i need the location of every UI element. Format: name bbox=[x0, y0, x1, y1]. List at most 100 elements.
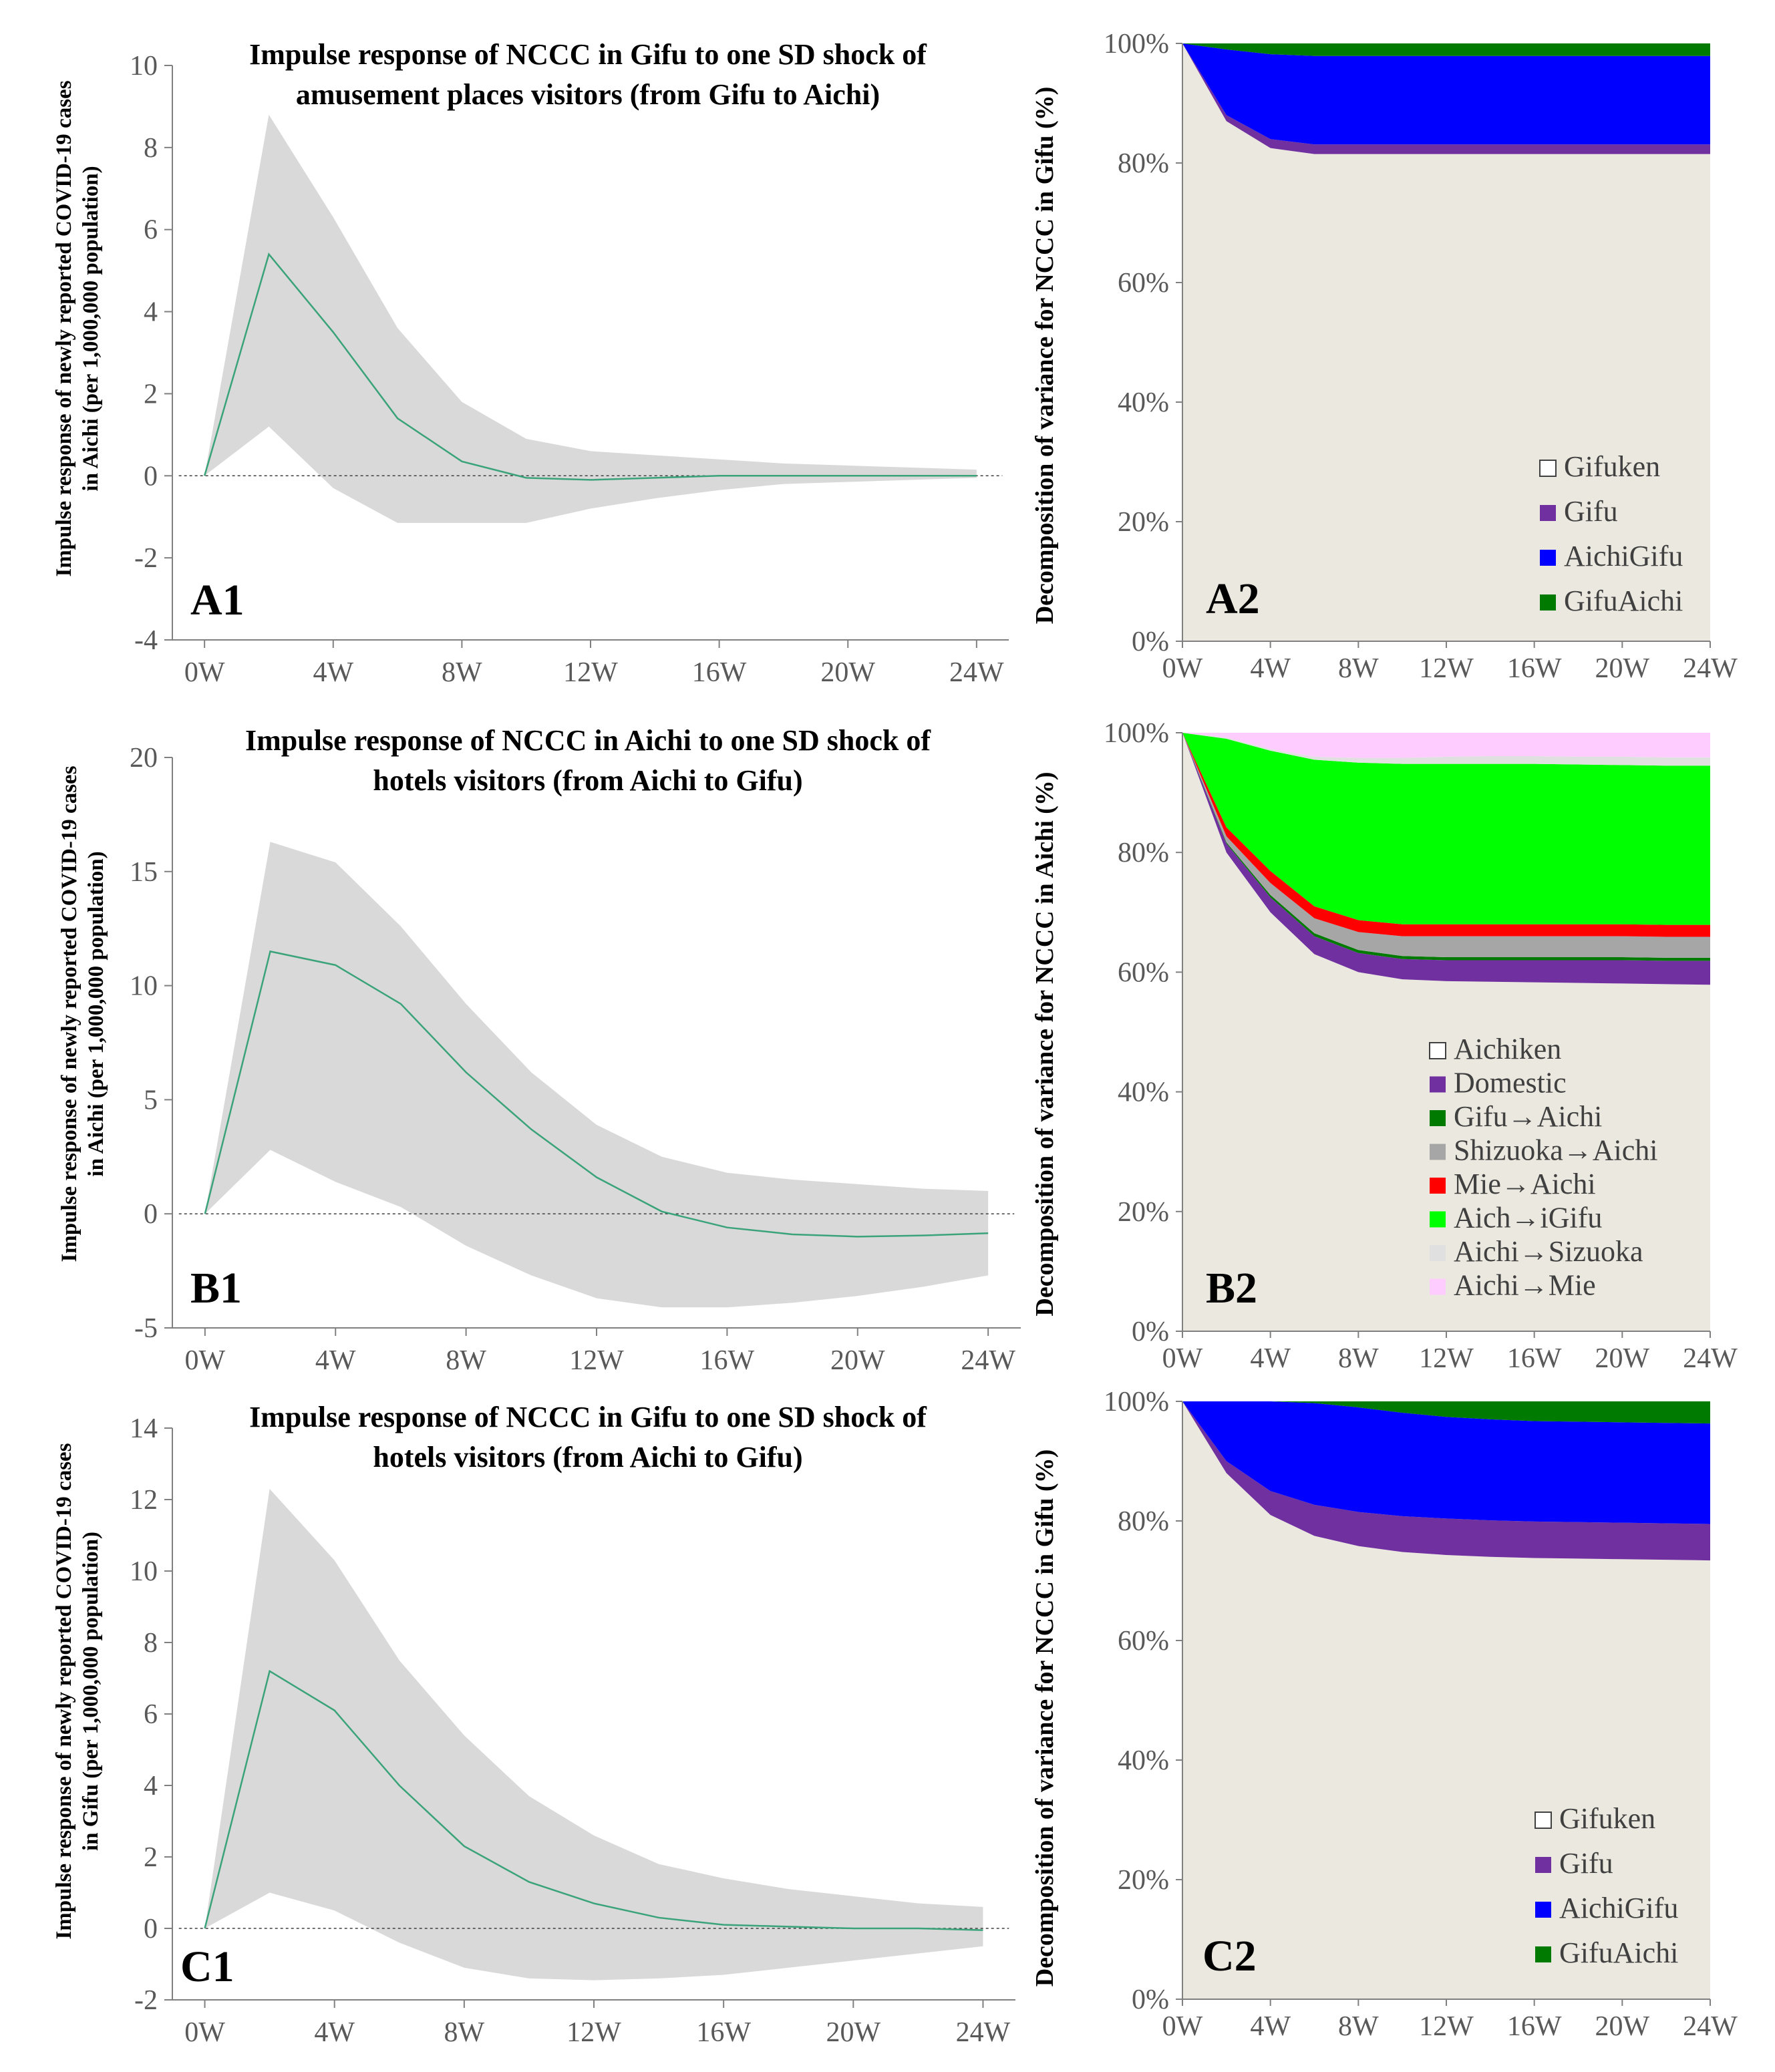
C2-xtick-label: 8W bbox=[1338, 2011, 1379, 2042]
A2-legend-label: Gifu bbox=[1564, 495, 1618, 528]
B2-legend-label: Aichi→Mie bbox=[1454, 1269, 1596, 1302]
B2-xtick-label: 12W bbox=[1419, 1343, 1474, 1374]
C1-xtick-label: 12W bbox=[567, 2017, 621, 2048]
C2-xtick-group: 0W 4W 8W 12W 16W 20W 24W bbox=[1162, 1999, 1738, 2042]
C2-legend-label: GifuAichi bbox=[1559, 1936, 1678, 1969]
A2-xtick-label: 0W bbox=[1162, 653, 1203, 684]
B2-legend-label: Gifu→Aichi bbox=[1454, 1100, 1602, 1133]
A2-ytick-group: 0% 20% 40% 60% 80% 100% bbox=[1104, 29, 1182, 657]
A2-xtick-label: 20W bbox=[1595, 653, 1650, 684]
C1-xtick-group: 0W 4W 8W 12W 16W 20W 24W bbox=[184, 2000, 1011, 2048]
B2-xtick-label: 16W bbox=[1507, 1343, 1562, 1374]
B1-title-line2: hotels visitors (from Aichi to Gifu) bbox=[373, 764, 802, 797]
A1-confidence-band bbox=[204, 114, 977, 523]
B2-legend-label: Domestic bbox=[1454, 1067, 1567, 1099]
B1-xtick-group: 0W 4W 8W 12W 16W 20W 24W bbox=[185, 1328, 1015, 1376]
A2-legend-swatch bbox=[1539, 460, 1557, 477]
panel-A2: Decomposition of variance for NCCC in Gi… bbox=[1031, 29, 1738, 684]
C2-area-AichiGifu bbox=[1182, 1401, 1710, 1524]
A2-xtick-group: 0W 4W 8W 12W 16W 20W 24W bbox=[1162, 641, 1738, 684]
A1-ytick-label: 2 bbox=[144, 379, 158, 409]
A1-panel-label: A1 bbox=[190, 576, 245, 625]
B2-area-Aichi→Sizuoka bbox=[1182, 733, 1710, 766]
A1-ytick-label: 6 bbox=[144, 215, 158, 246]
A2-ylabel: Decomposition of variance for NCCC in Gi… bbox=[1031, 87, 1059, 625]
A1-xtick-label: 4W bbox=[313, 657, 353, 688]
B2-legend-swatch bbox=[1430, 1245, 1446, 1261]
B2-ytick-label: 60% bbox=[1118, 957, 1169, 988]
C2-legend-swatch bbox=[1535, 1946, 1551, 1962]
B2-legend-label: Aichiken bbox=[1454, 1033, 1561, 1065]
C2-xtick-label: 4W bbox=[1250, 2011, 1291, 2042]
B2-area-Aichiken bbox=[1182, 733, 1710, 1331]
A1-ytick-label: 8 bbox=[144, 133, 158, 164]
B2-legend-label: Aich→iGifu bbox=[1454, 1202, 1602, 1234]
B2-ytick-label: 80% bbox=[1118, 838, 1169, 868]
A1-xtick-label: 12W bbox=[563, 657, 618, 688]
A2-ytick-label: 40% bbox=[1118, 387, 1169, 418]
C2-area-Gifuken bbox=[1182, 1401, 1710, 1999]
panel-C2: Decomposition of variance for NCCC in Gi… bbox=[1031, 1387, 1738, 2042]
panel-C1: Impulse response of newly reported COVID… bbox=[52, 1401, 1015, 2048]
B2-legend-label: Aichi→Sizuoka bbox=[1454, 1235, 1643, 1268]
C2-ylabel: Decomposition of variance for NCCC in Gi… bbox=[1031, 1449, 1059, 1987]
A2-ytick-label: 100% bbox=[1104, 29, 1169, 59]
C2-legend-swatch bbox=[1535, 1811, 1552, 1829]
C1-ylabel-line2: in Gifu (per 1,000,000 population) bbox=[79, 1532, 103, 1851]
C2-ytick-label: 40% bbox=[1118, 1745, 1169, 1776]
B2-xtick-label: 4W bbox=[1250, 1343, 1291, 1374]
C1-xtick-label: 16W bbox=[696, 2017, 751, 2048]
A1-ytick-label: -4 bbox=[134, 625, 158, 656]
A2-legend-label: Gifuken bbox=[1564, 450, 1660, 483]
C1-ytick-label: 14 bbox=[130, 1413, 158, 1444]
B2-ytick-group: 0% 20% 40% 60% 80% 100% bbox=[1104, 718, 1182, 1347]
C2-ytick-label: 100% bbox=[1104, 1387, 1169, 1417]
B2-legend-swatch bbox=[1430, 1211, 1446, 1228]
A2-xtick-label: 4W bbox=[1250, 653, 1291, 684]
A2-xtick-label: 8W bbox=[1338, 653, 1379, 684]
C2-xtick-label: 16W bbox=[1507, 2011, 1562, 2042]
C2-ytick-label: 60% bbox=[1118, 1626, 1169, 1657]
B2-xtick-group: 0W 4W 8W 12W 16W 20W 24W bbox=[1162, 1331, 1738, 1374]
A1-ylabel-line1: Impulse response of newly reported COVID… bbox=[52, 80, 76, 576]
C2-legend-swatch bbox=[1535, 1857, 1551, 1873]
A1-response-line bbox=[203, 252, 977, 481]
C1-ytick-label: 6 bbox=[144, 1699, 158, 1730]
C1-confidence-band bbox=[204, 1488, 983, 1980]
B1-ytick-label: -5 bbox=[134, 1313, 158, 1344]
B2-legend-swatch bbox=[1430, 1110, 1446, 1126]
A1-ytick-group: -4 -2 0 2 4 6 8 10 bbox=[130, 51, 172, 656]
B2-legend-swatch bbox=[1430, 1178, 1446, 1194]
A2-ytick-label: 60% bbox=[1118, 268, 1169, 299]
B2-ytick-label: 100% bbox=[1104, 718, 1169, 749]
C2-legend: Gifuken Gifu AichiGifu GifuAichi bbox=[1535, 1802, 1678, 1969]
C1-ytick-label: 12 bbox=[130, 1485, 158, 1516]
C2-xtick-label: 20W bbox=[1595, 2011, 1650, 2042]
A2-xtick-label: 12W bbox=[1419, 653, 1474, 684]
panel-B2: Decomposition of variance for NCCC in Ai… bbox=[1031, 718, 1738, 1374]
B2-legend-swatch bbox=[1429, 1042, 1446, 1059]
panel-B1: Impulse response of newly reported COVID… bbox=[57, 724, 1021, 1376]
B2-xtick-label: 0W bbox=[1162, 1343, 1203, 1374]
A2-legend-label: AichiGifu bbox=[1564, 540, 1683, 572]
B2-legend-swatch bbox=[1430, 1278, 1446, 1295]
A2-legend: Gifuken Gifu AichiGifu GifuAichi bbox=[1539, 450, 1683, 617]
B2-legend-label: Mie→Aichi bbox=[1454, 1168, 1596, 1200]
B1-ytick-label: 15 bbox=[130, 857, 158, 888]
A1-xtick-label: 24W bbox=[949, 657, 1004, 688]
C1-ytick-label: -2 bbox=[134, 1985, 158, 2016]
A1-ylabel-line2: in Aichi (per 1,000,000 population) bbox=[79, 166, 103, 491]
B1-xtick-label: 16W bbox=[700, 1345, 755, 1376]
A1-ytick-label: -2 bbox=[134, 543, 158, 574]
B1-xtick-label: 24W bbox=[961, 1345, 1015, 1376]
A2-ytick-label: 0% bbox=[1132, 627, 1169, 657]
B2-ytick-label: 40% bbox=[1118, 1077, 1169, 1108]
A2-panel-label: A2 bbox=[1206, 574, 1260, 623]
C2-ytick-label: 20% bbox=[1118, 1865, 1169, 1896]
B1-response-line bbox=[204, 950, 989, 1238]
A1-title-line1: Impulse response of NCCC in Gifu to one … bbox=[249, 38, 927, 71]
B1-ytick-label: 5 bbox=[144, 1085, 158, 1115]
A1-title-line2: amusement places visitors (from Gifu to … bbox=[296, 78, 880, 111]
C2-area-GifuAichi bbox=[1182, 1401, 1710, 1424]
